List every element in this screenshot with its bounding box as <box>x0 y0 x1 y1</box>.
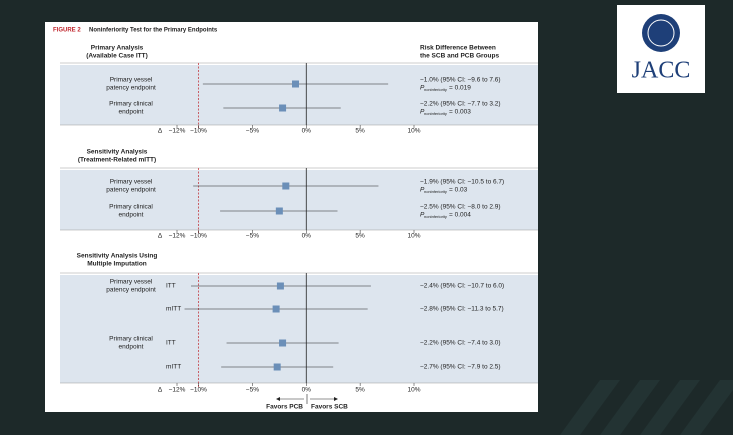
subgroup-label: mITT <box>166 364 181 371</box>
row-label: Primary clinical <box>109 336 153 343</box>
x-tick-label: −12% <box>169 128 186 135</box>
delta-label: Δ <box>158 387 163 394</box>
figure-number: FIGURE 2 <box>53 28 81 34</box>
x-tick-label: 10% <box>407 387 420 394</box>
value-label: −2.2% (95% CI: −7.7 to 3.2) <box>420 101 501 108</box>
row-label: endpoint <box>119 212 144 219</box>
p-subscript: noninferiority <box>424 189 447 194</box>
panel-band <box>60 170 538 230</box>
delta-label: Δ <box>158 233 163 240</box>
logo-text: JACC <box>632 58 691 84</box>
x-tick-label: 10% <box>407 233 420 240</box>
p-symbol: P <box>420 212 425 219</box>
p-subscript: noninferiority <box>424 87 447 92</box>
panel-title: (Treatment-Related mITT) <box>78 157 156 164</box>
subgroup-label: ITT <box>166 283 176 290</box>
p-symbol: P <box>420 109 425 116</box>
point-estimate <box>272 305 280 313</box>
point-estimate <box>276 282 284 290</box>
favors-label: Favors PCB <box>266 404 303 411</box>
point-estimate <box>282 182 290 190</box>
favors-label: Favors SCB <box>311 404 348 411</box>
point-estimate <box>292 80 299 88</box>
value-label: −2.4% (95% CI: −10.7 to 6.0) <box>420 283 504 290</box>
panel-title: (Available Case ITT) <box>86 53 148 60</box>
panel-title: Multiple Imputation <box>87 261 147 268</box>
row-label: Primary vessel <box>110 279 153 286</box>
panel-title: Sensitivity Analysis <box>87 149 148 156</box>
row-label: endpoint <box>119 109 144 116</box>
panel-band <box>60 65 538 125</box>
point-estimate <box>275 207 283 215</box>
panel-title: Primary Analysis <box>91 45 144 52</box>
x-tick-label: −10% <box>190 128 207 135</box>
row-label: patency endpoint <box>106 187 156 194</box>
row-label: Primary clinical <box>109 101 153 108</box>
p-subscript: noninferiority <box>424 111 447 116</box>
x-tick-label: 0% <box>302 233 312 240</box>
panel-title: Sensitivity Analysis Using <box>77 253 158 260</box>
x-tick-label: −10% <box>190 387 207 394</box>
point-estimate <box>273 363 281 371</box>
value-label: −2.5% (95% CI: −8.0 to 2.9) <box>420 204 501 211</box>
row-label: patency endpoint <box>106 85 156 92</box>
x-tick-label: 5% <box>355 128 365 135</box>
p-symbol: P <box>420 187 425 194</box>
panel-band <box>60 275 538 383</box>
arrow-head <box>334 397 338 401</box>
row-label: patency endpoint <box>106 287 156 294</box>
subgroup-label: ITT <box>166 340 176 347</box>
x-tick-label: 10% <box>407 128 420 135</box>
value-label: −2.8% (95% CI: −11.3 to 5.7) <box>420 306 504 313</box>
x-tick-label: −12% <box>169 233 186 240</box>
row-label: Primary clinical <box>109 204 153 211</box>
row-label: Primary vessel <box>110 77 153 84</box>
point-estimate <box>279 339 287 347</box>
x-tick-label: 5% <box>355 233 365 240</box>
column-header: Risk Difference Between <box>420 45 496 52</box>
x-tick-label: 0% <box>302 128 312 135</box>
x-tick-label: −12% <box>169 387 186 394</box>
x-tick-label: 5% <box>355 387 365 394</box>
figure-title: Noninferiority Test for the Primary Endp… <box>89 28 218 34</box>
x-tick-label: −5% <box>246 128 259 135</box>
value-label: −2.2% (95% CI: −7.4 to 3.0) <box>420 340 501 347</box>
x-tick-label: 0% <box>302 387 312 394</box>
value-label: −1.9% (95% CI: −10.5 to 6.7) <box>420 179 504 186</box>
delta-label: Δ <box>158 128 163 135</box>
subgroup-label: mITT <box>166 306 181 313</box>
x-tick-label: −5% <box>246 387 259 394</box>
p-value: = 0.03 <box>449 187 468 194</box>
background-stripes <box>560 380 733 435</box>
p-value: = 0.019 <box>449 85 471 92</box>
arrow-head <box>276 397 280 401</box>
x-tick-label: −10% <box>190 233 207 240</box>
x-tick-label: −5% <box>246 233 259 240</box>
row-label: endpoint <box>119 344 144 351</box>
column-header: the SCB and PCB Groups <box>420 53 499 60</box>
logo-seal-ring <box>647 19 675 47</box>
p-symbol: P <box>420 85 425 92</box>
p-subscript: noninferiority <box>424 214 447 219</box>
value-label: −2.7% (95% CI: −7.9 to 2.5) <box>420 364 501 371</box>
value-label: −1.0% (95% CI: −9.6 to 7.6) <box>420 77 501 84</box>
point-estimate <box>279 104 287 112</box>
p-value: = 0.004 <box>449 212 471 219</box>
p-value: = 0.003 <box>449 109 471 116</box>
row-label: Primary vessel <box>110 179 153 186</box>
